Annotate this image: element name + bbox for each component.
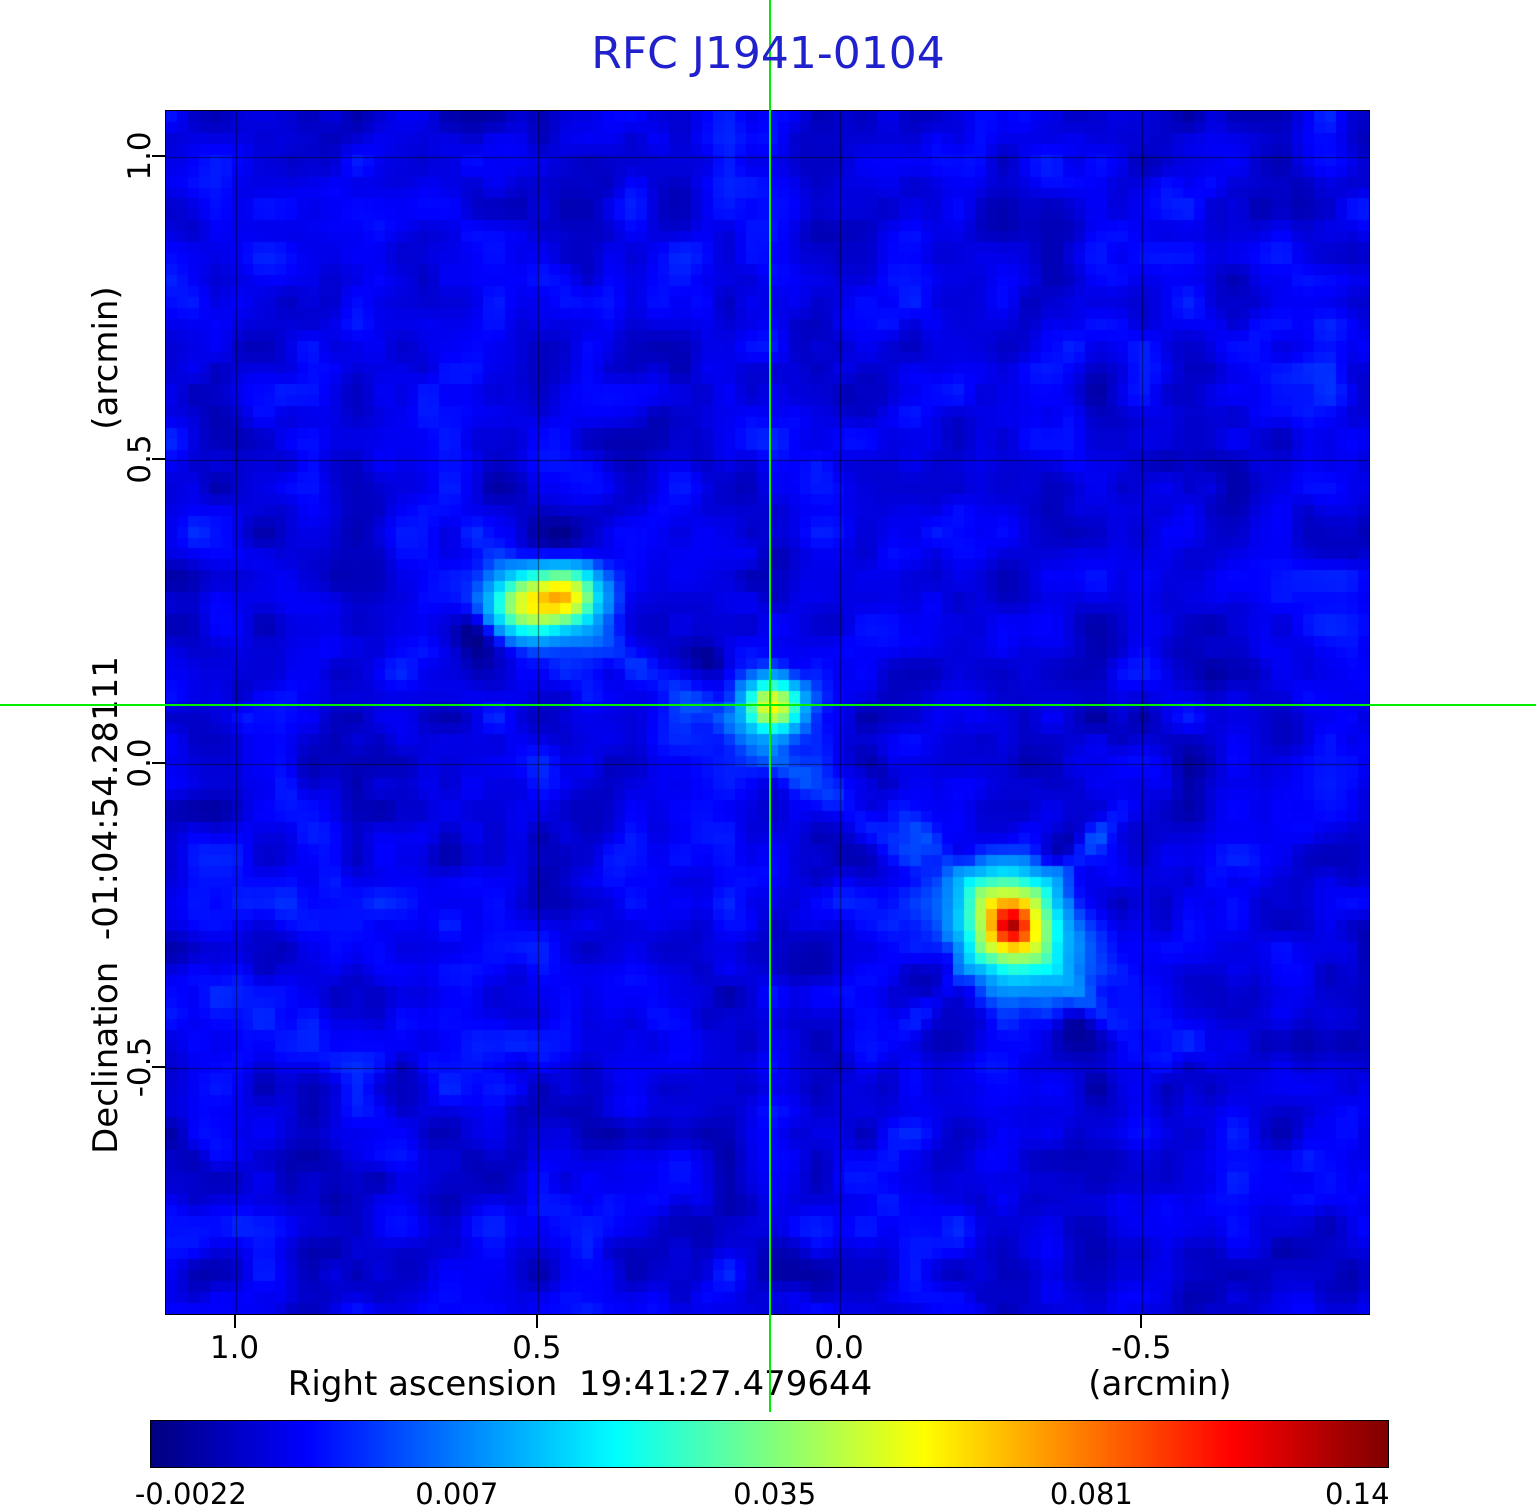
chart-title: RFC J1941-0104 bbox=[591, 28, 945, 79]
y-axis-label: Declination -01:04:54.28111 bbox=[86, 656, 126, 1154]
x-tick-mark bbox=[838, 1315, 841, 1328]
x-axis-label: Right ascension 19:41:27.479644 bbox=[287, 1364, 873, 1404]
y-tick-mark bbox=[152, 458, 165, 461]
colorbar bbox=[150, 1420, 1389, 1468]
colorbar-tick-label: 0.007 bbox=[415, 1477, 499, 1511]
y-axis-unit: (arcmin) bbox=[86, 286, 126, 430]
x-tick-label: 1.0 bbox=[209, 1330, 260, 1366]
heatmap-canvas bbox=[166, 111, 1369, 1314]
y-tick-mark bbox=[152, 1065, 165, 1068]
x-axis-unit: (arcmin) bbox=[1088, 1364, 1232, 1404]
colorbar-tick-label: 0.035 bbox=[733, 1477, 817, 1511]
colorbar-tick-label: -0.0022 bbox=[134, 1477, 247, 1511]
x-tick-label: -0.5 bbox=[1111, 1330, 1172, 1366]
x-tick-label: 0.5 bbox=[512, 1330, 562, 1366]
x-tick-mark bbox=[535, 1315, 538, 1328]
plot-area bbox=[165, 110, 1370, 1315]
x-tick-mark bbox=[233, 1315, 236, 1328]
x-tick-mark bbox=[1140, 1315, 1143, 1328]
y-tick-mark bbox=[152, 762, 165, 765]
colorbar-tick-label: 0.081 bbox=[1049, 1477, 1133, 1511]
crosshair-horizontal-line bbox=[0, 704, 1536, 707]
x-tick-label: 0.0 bbox=[814, 1330, 864, 1366]
y-tick-mark bbox=[152, 154, 165, 157]
colorbar-tick-label: 0.14 bbox=[1325, 1477, 1390, 1511]
